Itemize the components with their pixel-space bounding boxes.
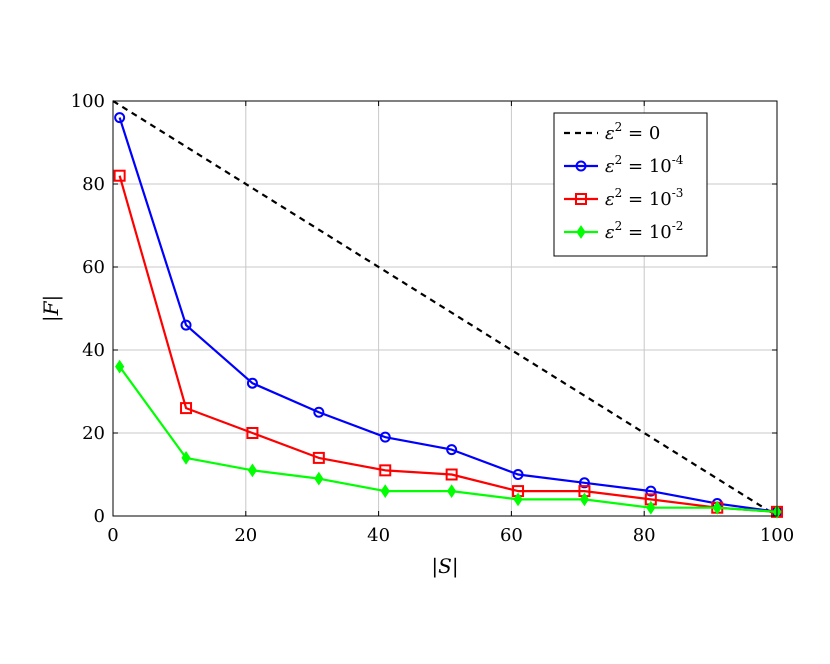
data-point — [446, 444, 458, 456]
data-point — [512, 469, 524, 480]
legend-label: ε2 = 10-4 — [605, 153, 684, 177]
data-point — [180, 402, 193, 415]
data-point — [513, 492, 523, 507]
data-point — [113, 169, 126, 182]
legend-exponent: 2 — [615, 219, 623, 233]
legend-value: = 10 — [622, 156, 671, 177]
ticks — [112, 100, 778, 517]
data-point — [646, 500, 656, 515]
y-tick-label: 80 — [82, 174, 105, 195]
data-point — [313, 406, 325, 418]
legend-epsilon: ε — [605, 123, 615, 144]
legend-marker — [576, 225, 586, 239]
data-point — [380, 484, 390, 499]
x-axis-label: |S| — [431, 554, 458, 579]
series-3 — [115, 359, 782, 519]
x-tick-label: 100 — [760, 525, 794, 546]
legend-marker — [575, 193, 587, 205]
legend-value: = 10 — [622, 189, 671, 210]
y-tick-label: 20 — [82, 423, 105, 444]
data-point — [379, 431, 391, 443]
data-point — [312, 451, 325, 464]
legend: ε2 = 0ε2 = 10-4ε2 = 10-3ε2 = 10-2 — [553, 112, 708, 257]
series-line — [112, 100, 778, 517]
x-tick-labels: 0 20 40 60 80 100 — [107, 525, 794, 546]
x-tick-label: 40 — [367, 525, 390, 546]
y-tick-labels: 0 20 40 60 80 100 — [71, 91, 105, 527]
legend-epsilon: ε — [605, 189, 615, 210]
data-point — [180, 319, 192, 331]
legend-exponent: 2 — [615, 120, 623, 134]
data-point — [578, 477, 590, 489]
series-line — [118, 175, 778, 513]
x-tick-label: 60 — [500, 525, 523, 546]
data-point — [246, 427, 259, 439]
x-tick-label: 0 — [107, 525, 118, 546]
y-axis-label: |F| — [39, 295, 64, 322]
x-tick-label: 80 — [633, 525, 656, 546]
legend-exponent: 2 — [615, 153, 623, 167]
legend-value-exponent: -3 — [672, 186, 684, 200]
legend-marker — [575, 160, 587, 172]
axis-labels: |S| |F| — [39, 295, 459, 579]
legend-value-exponent: -4 — [672, 153, 684, 167]
data-point — [447, 484, 457, 499]
legend-value: = 0 — [622, 123, 660, 144]
data-point — [712, 500, 722, 515]
y-tick-label: 60 — [82, 257, 105, 278]
data-point — [445, 468, 458, 481]
plot-frame — [112, 100, 778, 517]
data-point — [645, 485, 657, 497]
legend-exponent: 2 — [615, 186, 623, 200]
data-point — [314, 471, 324, 486]
legend-label: ε2 = 10-3 — [605, 186, 683, 210]
legend-value-exponent: -2 — [672, 219, 684, 233]
data-point — [114, 112, 126, 124]
data-point — [246, 377, 258, 389]
data-point — [247, 463, 258, 478]
data-point — [115, 359, 125, 374]
legend-epsilon: ε — [605, 156, 615, 177]
series-layer — [112, 100, 783, 519]
legend-label: ε2 = 10-2 — [605, 219, 683, 243]
legend-epsilon: ε — [605, 222, 615, 243]
data-point — [181, 450, 191, 465]
y-tick-label: 40 — [82, 340, 105, 361]
data-point — [379, 464, 392, 477]
legend-value: = 10 — [622, 222, 671, 243]
data-point — [579, 492, 590, 507]
y-tick-label: 0 — [94, 506, 105, 527]
series-line — [118, 117, 778, 513]
legend-label: ε2 = 0 — [605, 120, 660, 144]
series-0 — [112, 100, 778, 517]
y-tick-label: 100 — [71, 91, 105, 112]
x-tick-label: 20 — [234, 525, 257, 546]
